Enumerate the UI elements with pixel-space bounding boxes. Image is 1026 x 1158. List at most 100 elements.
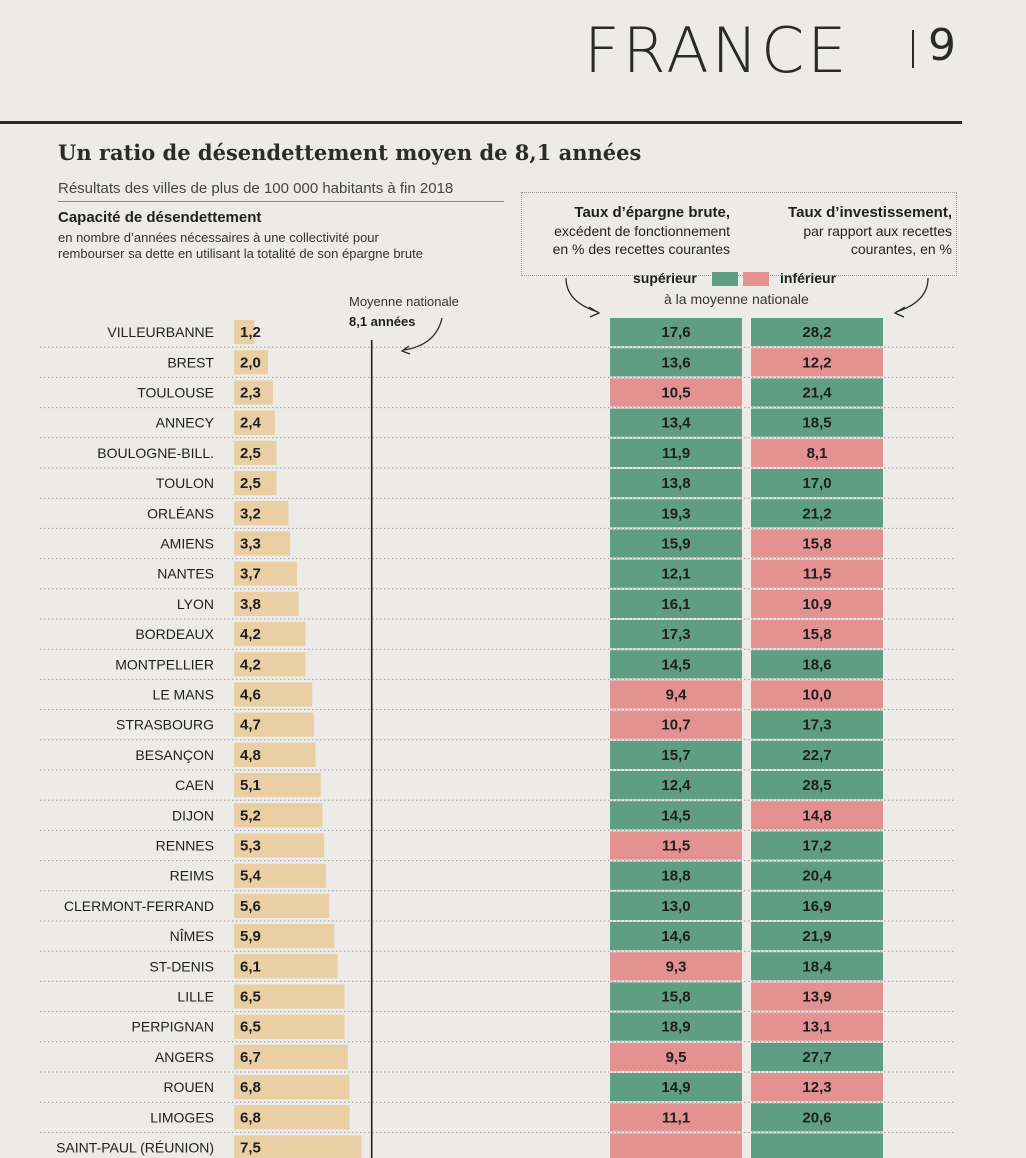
invest-value: 18,4 bbox=[802, 958, 832, 975]
city-label: ROUEN bbox=[163, 1079, 214, 1095]
invest-value: 20,4 bbox=[802, 868, 832, 885]
invest-value: 10,9 bbox=[802, 596, 831, 613]
epargne-value: 13,6 bbox=[661, 354, 690, 371]
city-label: LYON bbox=[177, 596, 214, 612]
ratio-bar bbox=[234, 320, 255, 345]
ratio-value: 5,9 bbox=[240, 928, 261, 945]
epargne-cell bbox=[610, 922, 742, 951]
epargne-cell bbox=[610, 318, 742, 347]
city-label: TOULON bbox=[156, 475, 214, 491]
ratio-bar bbox=[234, 712, 314, 737]
ratio-bar bbox=[234, 1075, 350, 1100]
invest-value: 16,9 bbox=[802, 898, 831, 915]
city-label: ST-DENIS bbox=[149, 958, 214, 974]
epargne-cell bbox=[610, 831, 742, 860]
ratio-bar bbox=[234, 924, 335, 949]
page-number: 9 bbox=[928, 20, 956, 71]
invest-cell bbox=[751, 438, 883, 467]
col1-header-line2: en % des recettes courantes bbox=[552, 241, 730, 257]
ratio-bar bbox=[234, 350, 268, 375]
invest-value: 12,2 bbox=[802, 354, 831, 371]
epargne-cell bbox=[610, 529, 742, 558]
invest-cell bbox=[751, 529, 883, 558]
city-label: MONTPELLIER bbox=[115, 656, 214, 672]
ratio-bar bbox=[234, 622, 306, 647]
epargne-value: 15,9 bbox=[661, 536, 690, 553]
col1-arrow-head bbox=[588, 306, 601, 318]
col2-header: Taux d’investissement, par rapport aux r… bbox=[742, 203, 952, 258]
page-number-divider bbox=[912, 30, 914, 68]
ratio-bar bbox=[234, 954, 338, 979]
invest-cell bbox=[751, 891, 883, 920]
epargne-value: 9,3 bbox=[666, 958, 687, 975]
epargne-cell bbox=[610, 1073, 742, 1102]
epargne-value: 13,4 bbox=[661, 415, 691, 432]
invest-cell bbox=[751, 318, 883, 347]
invest-value: 18,6 bbox=[802, 656, 831, 673]
ratio-bar bbox=[234, 410, 275, 435]
epargne-value: 11,1 bbox=[662, 1109, 690, 1126]
subtitle-rule bbox=[58, 201, 504, 202]
invest-value: 13,9 bbox=[802, 989, 831, 1006]
invest-value: 27,7 bbox=[802, 1049, 831, 1066]
invest-cell bbox=[751, 771, 883, 800]
invest-value: 13,1 bbox=[802, 1019, 831, 1036]
column-headers-box bbox=[521, 192, 957, 276]
col1-arrow bbox=[565, 277, 599, 313]
epargne-value: 12,4 bbox=[661, 777, 691, 794]
invest-cell bbox=[751, 831, 883, 860]
ratio-bar bbox=[234, 440, 277, 465]
epargne-cell bbox=[610, 710, 742, 739]
city-label: SAINT-PAUL (RÉUNION) bbox=[56, 1140, 214, 1156]
ratio-value: 4,2 bbox=[240, 656, 261, 673]
epargne-cell bbox=[610, 982, 742, 1011]
reference-line-value: 8,1 années bbox=[349, 314, 416, 329]
city-label: ANGERS bbox=[155, 1049, 214, 1065]
legend-below-label: inférieur bbox=[780, 270, 837, 286]
invest-cell bbox=[751, 1012, 883, 1041]
epargne-value: 16,1 bbox=[661, 596, 690, 613]
city-label: VILLEURBANNE bbox=[107, 324, 214, 340]
epargne-cell bbox=[610, 438, 742, 467]
ratio-bar bbox=[234, 1105, 350, 1130]
city-label: REIMS bbox=[170, 868, 214, 884]
ratio-value: 6,5 bbox=[240, 989, 261, 1006]
ratio-bar bbox=[234, 380, 274, 405]
ratio-value: 5,2 bbox=[240, 807, 261, 824]
ratio-bar bbox=[234, 893, 330, 918]
col1-header-title: Taux d’épargne brute, bbox=[574, 204, 730, 221]
invest-value: 18,5 bbox=[802, 415, 831, 432]
ratio-value: 5,4 bbox=[240, 868, 262, 885]
ratio-bar bbox=[234, 471, 277, 496]
ratio-value: 1,2 bbox=[240, 324, 261, 341]
ratio-bar bbox=[234, 1014, 345, 1039]
invest-cell bbox=[751, 1042, 883, 1071]
ratio-bar bbox=[234, 652, 306, 677]
ratio-bar bbox=[234, 803, 323, 828]
invest-cell bbox=[751, 952, 883, 981]
city-label: CAEN bbox=[175, 777, 214, 793]
ratio-value: 5,1 bbox=[240, 777, 261, 794]
col2-header-title: Taux d’investissement, bbox=[788, 204, 952, 221]
city-label: ANNECY bbox=[156, 415, 215, 431]
invest-value: 12,3 bbox=[802, 1079, 831, 1096]
epargne-cell bbox=[610, 378, 742, 407]
epargne-value: 15,8 bbox=[661, 989, 690, 1006]
invest-value: 28,5 bbox=[802, 777, 831, 794]
col1-header: Taux d’épargne brute, excédent de foncti… bbox=[524, 203, 730, 258]
epargne-value: 9,5 bbox=[666, 1049, 687, 1066]
invest-cell bbox=[751, 589, 883, 618]
col2-header-line2: courantes, en % bbox=[850, 241, 952, 257]
epargne-cell bbox=[610, 1133, 742, 1158]
ratio-value: 4,6 bbox=[240, 687, 261, 704]
invest-cell bbox=[751, 1103, 883, 1132]
epargne-cell bbox=[610, 559, 742, 588]
invest-value: 21,4 bbox=[802, 385, 832, 402]
invest-value: 15,8 bbox=[802, 626, 831, 643]
epargne-cell bbox=[610, 650, 742, 679]
ratio-value: 6,5 bbox=[240, 1019, 261, 1036]
ratio-value: 4,2 bbox=[240, 626, 261, 643]
invest-cell bbox=[751, 740, 883, 769]
ratio-bar bbox=[234, 682, 313, 707]
ratio-value: 3,8 bbox=[240, 596, 261, 613]
